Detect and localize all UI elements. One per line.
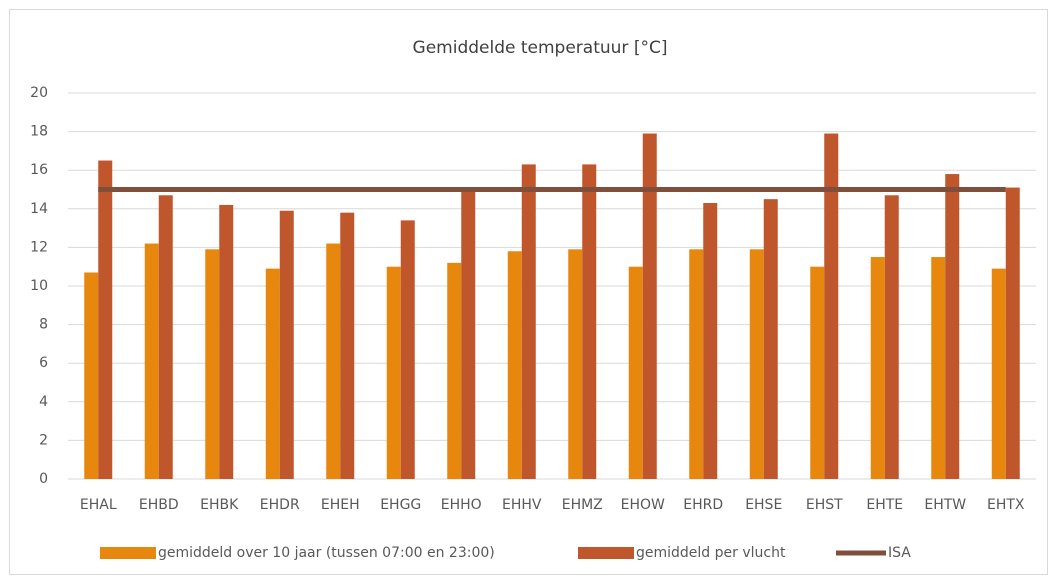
legend-label: gemiddeld per vlucht — [636, 545, 786, 561]
bar — [1005, 187, 1020, 479]
y-tick-label: 6 — [39, 355, 48, 371]
bar — [991, 268, 1006, 479]
bar — [931, 257, 946, 479]
y-tick-label: 12 — [30, 239, 48, 255]
bar — [945, 174, 960, 479]
x-tick-label: EHTX — [987, 497, 1025, 513]
bar — [219, 204, 234, 479]
bar — [400, 220, 415, 479]
x-tick-label: EHHV — [502, 497, 542, 513]
x-tick-label: EHTE — [866, 497, 903, 513]
bar — [84, 272, 99, 479]
x-tick-label: EHMZ — [562, 497, 603, 513]
x-tick-label: EHOW — [621, 497, 665, 513]
x-tick-label: EHTW — [924, 497, 966, 513]
bar — [628, 266, 643, 479]
y-tick-label: 0 — [39, 471, 48, 487]
legend-swatch — [578, 547, 634, 559]
bar — [884, 195, 899, 480]
y-tick-label: 14 — [30, 201, 48, 217]
bar — [582, 164, 597, 479]
bar — [749, 249, 764, 479]
bar — [386, 266, 401, 479]
bar — [279, 210, 294, 480]
legend-label: gemiddeld over 10 jaar (tussen 07:00 en … — [158, 545, 495, 561]
bar — [824, 133, 839, 479]
legend-label: ISA — [888, 545, 911, 561]
x-tick-label: EHEH — [321, 497, 360, 513]
bar — [158, 195, 173, 480]
bar — [461, 189, 476, 479]
bar — [810, 266, 825, 479]
bar — [326, 243, 341, 479]
bar — [507, 251, 522, 479]
bar — [340, 212, 355, 479]
bar — [763, 199, 778, 479]
x-tick-label: EHHO — [441, 497, 482, 513]
bar — [205, 249, 220, 479]
bar — [98, 160, 113, 480]
y-tick-label: 2 — [39, 432, 48, 448]
bar — [642, 133, 657, 479]
chart-title: Gemiddelde temperatuur [°C] — [413, 38, 668, 58]
x-tick-label: EHST — [806, 497, 843, 513]
y-tick-label: 18 — [30, 124, 48, 140]
x-tick-label: EHGG — [380, 497, 421, 513]
x-tick-label: EHAL — [80, 497, 117, 513]
bar — [870, 257, 885, 479]
bar — [265, 268, 280, 479]
bar — [521, 164, 536, 479]
bar — [568, 249, 583, 479]
x-tick-label: EHDR — [260, 497, 300, 513]
y-tick-label: 10 — [30, 278, 48, 294]
legend-swatch — [100, 547, 156, 559]
y-tick-label: 16 — [30, 162, 48, 178]
bar — [703, 203, 718, 479]
y-tick-label: 8 — [39, 317, 48, 333]
y-tick-label: 4 — [39, 394, 48, 410]
y-tick-label: 20 — [30, 85, 48, 101]
x-tick-label: EHSE — [745, 497, 782, 513]
x-tick-label: EHBD — [139, 497, 179, 513]
x-tick-label: EHBK — [200, 497, 239, 513]
bar — [689, 249, 704, 479]
bar — [447, 262, 462, 479]
bar — [144, 243, 159, 479]
x-tick-label: EHRD — [683, 497, 723, 513]
